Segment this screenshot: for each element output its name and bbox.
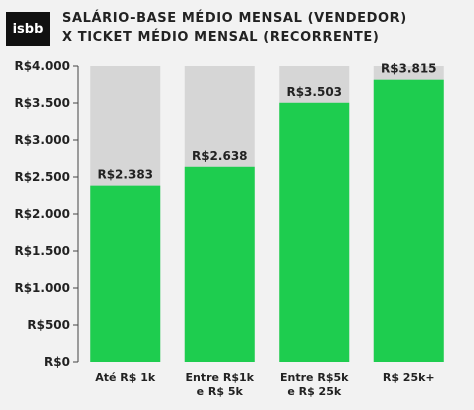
bar (90, 185, 161, 362)
y-tick-label: R$3.000 (14, 133, 70, 147)
brand-logo: isbb (6, 12, 50, 46)
x-tick-label: Entre R$5k (280, 371, 349, 384)
y-tick-label: R$2.000 (14, 207, 70, 221)
x-tick-label: Entre R$1k (186, 371, 255, 384)
bar-value-label: R$2.383 (97, 168, 153, 182)
chart-title-line-2: X TICKET MÉDIO MENSAL (RECORRENTE) (62, 30, 380, 45)
bar (279, 102, 350, 362)
bar (184, 166, 255, 362)
y-tick-label: R$2.500 (14, 170, 70, 184)
x-tick-label: e R$ 5k (197, 385, 244, 398)
x-tick-label: e R$ 25k (287, 385, 342, 398)
x-tick-label: Até R$ 1k (95, 371, 156, 384)
y-tick-label: R$4.000 (14, 59, 70, 73)
y-tick-label: R$1.000 (14, 281, 70, 295)
y-tick-label: R$0 (44, 355, 70, 369)
y-tick-label: R$500 (27, 318, 70, 332)
bar-value-label: R$2.638 (192, 149, 248, 163)
chart-title-line-1: SALÁRIO-BASE MÉDIO MENSAL (VENDEDOR) (62, 11, 407, 26)
bar-value-label: R$3.815 (381, 62, 437, 76)
bar (373, 79, 444, 362)
y-tick-label: R$3.500 (14, 96, 70, 110)
y-tick-label: R$1.500 (14, 244, 70, 258)
bar-value-label: R$3.503 (286, 85, 342, 99)
x-tick-label: R$ 25k+ (383, 371, 435, 384)
